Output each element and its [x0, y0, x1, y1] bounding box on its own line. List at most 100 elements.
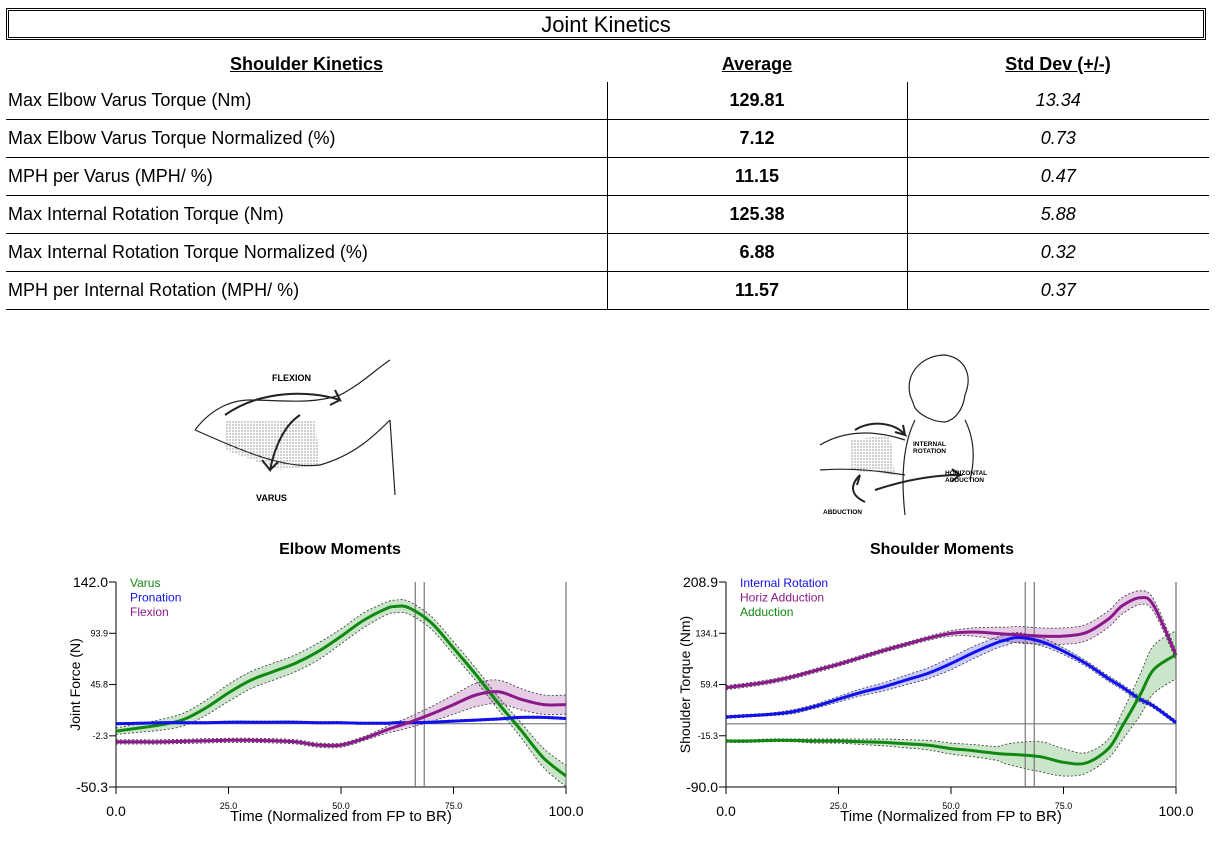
- flexion-arrow: [224, 389, 342, 416]
- metric-average: 125.38: [607, 195, 908, 234]
- metric-std-dev: 0.47: [907, 157, 1209, 196]
- column-header: Std Dev (+/-): [1005, 53, 1111, 74]
- y-tick-label: 142.0: [73, 574, 108, 590]
- x-tick-label: 25.0: [830, 801, 848, 811]
- table-row: MPH per Varus (MPH/ %) 11.15 0.47: [6, 157, 1209, 196]
- x-tick-label: 75.0: [1055, 801, 1073, 811]
- series-band-edge: [725, 632, 1177, 721]
- metric-average: 129.81: [607, 82, 908, 120]
- series-band-edge: [725, 590, 1177, 686]
- y-tick-label: 93.9: [90, 628, 108, 638]
- torso-outline: [902, 419, 974, 516]
- metric-average: 7.12: [607, 119, 908, 158]
- table-row: Max Elbow Varus Torque (Nm) 129.81 13.34: [6, 82, 1209, 120]
- kinetics-table: Shoulder Kinetics Average Std Dev (+/-) …: [6, 46, 1209, 310]
- x-tick-label: 50.0: [332, 801, 350, 811]
- metric-name: Max Internal Rotation Torque (Nm): [6, 195, 608, 234]
- legend-entry: Horiz Adduction: [740, 591, 824, 605]
- series-band-edge: [115, 611, 567, 788]
- metric-name: MPH per Varus (MPH/ %): [6, 157, 608, 196]
- y-tick-label: 45.8: [90, 680, 108, 690]
- series-band-edge: [115, 599, 567, 766]
- series-band-edge: [116, 679, 567, 744]
- legend-entry: Varus: [130, 576, 160, 590]
- internal-rotation-label: INTERNAL: [913, 441, 946, 448]
- series-band: [116, 679, 566, 748]
- y-axis-label: Shoulder Torque (Nm): [677, 616, 693, 753]
- y-tick-label: 59.4: [700, 680, 718, 690]
- series-band-edge: [725, 603, 1177, 690]
- column-header: Average: [721, 53, 793, 74]
- x-axis-label: Time (Normalized from FP to BR): [840, 808, 1062, 825]
- series-line: [725, 635, 1177, 724]
- varus-label: VARUS: [256, 493, 287, 503]
- table-header-row: Shoulder Kinetics Average Std Dev (+/-): [6, 46, 1209, 82]
- metric-name: Max Internal Rotation Torque Normalized …: [6, 233, 608, 272]
- metric-average: 11.57: [607, 271, 908, 310]
- x-tick-label: 50.0: [942, 801, 960, 811]
- series-band-edge: [725, 630, 1177, 754]
- metric-std-dev: 0.37: [907, 271, 1209, 310]
- y-tick-label: -90.0: [686, 779, 718, 795]
- metric-std-dev: 5.88: [907, 195, 1209, 234]
- table-row: MPH per Internal Rotation (MPH/ %) 11.57…: [6, 271, 1209, 310]
- series-line: [115, 604, 567, 778]
- abduction-label: ABDUCTION: [823, 509, 862, 516]
- series-band-edge: [725, 641, 1177, 725]
- y-tick-label: -2.3: [92, 731, 108, 741]
- table-row: Max Internal Rotation Torque (Nm) 125.38…: [6, 195, 1209, 234]
- metric-name: Max Elbow Varus Torque Normalized (%): [6, 119, 608, 158]
- series-line: [116, 690, 567, 748]
- horizontal-adduction-label: HORIZONTAL: [945, 470, 987, 477]
- x-tick-label: 100.0: [1158, 803, 1193, 819]
- horizontal-adduction-arrow: [874, 468, 963, 491]
- shoulder-chart-title: Shoulder Moments: [869, 541, 1014, 558]
- elbow-moments-chart: 142.0 93.9 45.8 -2.3 -50.3 0.0 25.0 50.0 75.0 100…: [67, 574, 584, 825]
- y-tick-label: -15.3: [697, 731, 718, 741]
- y-axis-label: Joint Force (N): [67, 638, 83, 731]
- x-axis-label: Time (Normalized from FP to BR): [230, 808, 452, 825]
- varus-arrow: [261, 414, 301, 473]
- legend-entry: Internal Rotation: [740, 576, 828, 590]
- series-line: [725, 595, 1178, 690]
- metric-average: 6.88: [607, 233, 908, 272]
- head-outline: [908, 354, 969, 423]
- internal-rotation-label: ROTATION: [913, 448, 946, 455]
- x-tick-label: 0.0: [716, 803, 736, 819]
- x-tick-label: 75.0: [445, 801, 463, 811]
- x-tick-label: 100.0: [548, 803, 583, 819]
- shaded-region: [225, 420, 320, 470]
- series-line: [725, 653, 1177, 766]
- metric-std-dev: 0.32: [907, 233, 1209, 272]
- shoulder-moments-chart: 208.9 134.1 59.4 -15.3 -90.0 0.0 25.0 50.0 75.0 1…: [677, 574, 1194, 825]
- legend-entry: Adduction: [740, 605, 793, 619]
- y-tick-label: 134.1: [695, 628, 718, 638]
- page-title: Joint Kinetics: [6, 8, 1206, 40]
- elbow-chart-title: Elbow Moments: [279, 541, 401, 558]
- elbow-diagram: FLEXION VARUS: [194, 359, 396, 503]
- legend-entry: Pronation: [130, 591, 181, 605]
- series-band-edge: [116, 703, 567, 749]
- x-tick-label: 25.0: [220, 801, 238, 811]
- y-tick-label: -50.3: [76, 779, 108, 795]
- metric-std-dev: 0.73: [907, 119, 1209, 158]
- abduction-arrow: [852, 474, 866, 503]
- table-row: Max Internal Rotation Torque Normalized …: [6, 233, 1209, 272]
- table-row: Max Elbow Varus Torque Normalized (%) 7.…: [6, 119, 1209, 158]
- flexion-label: FLEXION: [272, 373, 311, 383]
- y-tick-label: 208.9: [683, 574, 718, 590]
- metric-name: MPH per Internal Rotation (MPH/ %): [6, 271, 608, 310]
- internal-rotation-arrow: [854, 422, 908, 437]
- metric-std-dev: 13.34: [907, 82, 1209, 120]
- metric-average: 11.15: [607, 157, 908, 196]
- arm-outline: [194, 359, 391, 431]
- series-band-edge: [725, 678, 1177, 777]
- legend-entry: Flexion: [130, 605, 169, 619]
- x-tick-label: 0.0: [106, 803, 126, 819]
- series-band: [726, 632, 1176, 725]
- column-header: Shoulder Kinetics: [229, 53, 384, 74]
- series-line: [115, 715, 567, 726]
- arm-outline-lower: [389, 419, 396, 496]
- horizontal-adduction-label: ADDUCTION: [945, 477, 984, 484]
- shaded-region: [850, 435, 895, 475]
